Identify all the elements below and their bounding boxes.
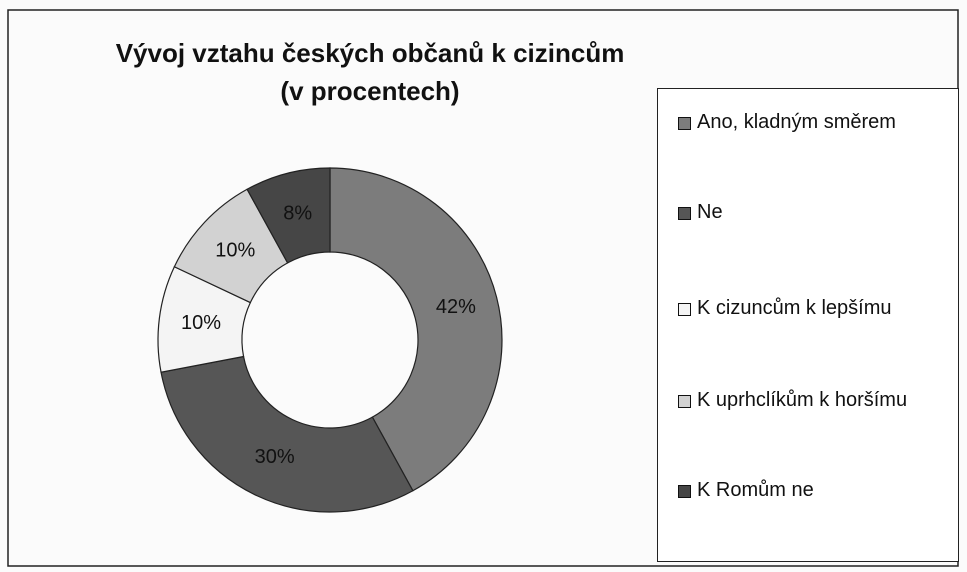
legend-item: Ne <box>678 201 947 226</box>
donut-segment <box>329 167 503 492</box>
legend-label: Ne <box>697 201 723 223</box>
legend-swatch <box>678 395 691 408</box>
legend-swatch <box>678 207 691 220</box>
data-label: 10% <box>215 239 255 261</box>
legend-label: K cizuncům k lepšímu <box>697 297 892 319</box>
legend-label: Ano, kladným směrem <box>697 111 896 133</box>
chart-subtitle: (v procentech) <box>280 76 459 106</box>
donut-segment <box>160 355 414 513</box>
data-label: 30% <box>255 446 295 468</box>
legend-item: Ano, kladným směrem <box>678 111 947 136</box>
legend-swatch <box>678 303 691 316</box>
legend-item: K Romům ne <box>678 479 947 504</box>
data-label: 10% <box>181 312 221 334</box>
data-label: 8% <box>283 202 312 224</box>
chart-title: Vývoj vztahu českých občanů k cizincům <box>116 38 625 68</box>
data-label: 42% <box>436 296 476 318</box>
legend-label: K uprhclíkům k horšímu <box>697 389 908 411</box>
legend-swatch <box>678 485 691 498</box>
legend-swatch <box>678 117 691 130</box>
donut-segment <box>246 167 331 264</box>
legend-item: K cizuncům k lepšímu <box>678 297 947 322</box>
legend: Ano, kladným směrem Ne K cizuncům k lepším… <box>657 88 959 562</box>
legend-label: K Romům ne <box>697 479 814 501</box>
legend-item: K uprhclíkům k horšímu <box>678 389 947 414</box>
